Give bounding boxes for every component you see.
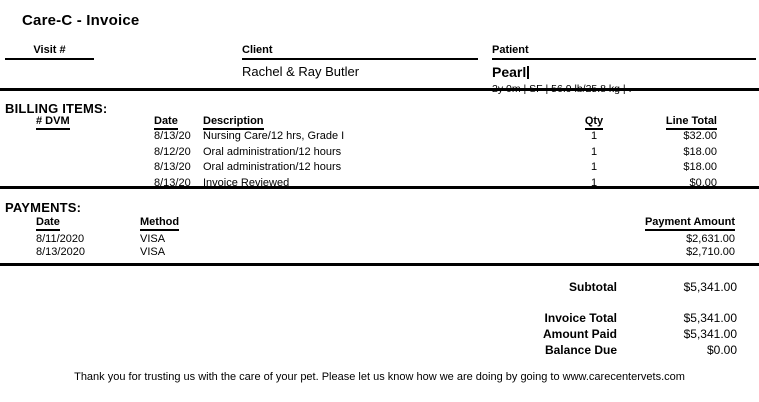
payment-amount: $2,631.00 (686, 233, 735, 245)
invoice-total-row: Invoice Total $5,341.00 (0, 311, 759, 326)
billing-item-row: 8/13/20 Nursing Care/12 hrs, Grade I 1 $… (0, 130, 759, 145)
billing-items-heading: BILLING ITEMS: (5, 101, 108, 116)
amount-paid-label: Amount Paid (543, 327, 617, 341)
column-header-line-total: Line Total (665, 115, 717, 130)
billing-item-qty: 1 (590, 161, 598, 173)
footer-message: Thank you for trusting us with the care … (74, 371, 685, 383)
balance-due-label: Balance Due (544, 343, 617, 357)
visit-number-label: Visit # (5, 44, 94, 60)
billing-header-row: # DVM Date Description Qty Line Total (0, 115, 759, 130)
billing-item-description: Oral administration/12 hours (203, 146, 342, 158)
payment-amount: $2,710.00 (686, 246, 735, 258)
patient-name: Pearl (492, 64, 527, 80)
column-header-description: Description (203, 115, 264, 130)
billing-item-date: 8/13/20 (154, 161, 191, 173)
payment-method: VISA (140, 233, 166, 245)
billing-item-description: Nursing Care/12 hrs, Grade I (203, 130, 345, 142)
client-field: Client Rachel & Ray Butler (242, 44, 478, 79)
payment-method: VISA (140, 246, 166, 258)
amount-paid-row: Amount Paid $5,341.00 (0, 327, 759, 342)
column-header-method: Method (140, 216, 180, 231)
payment-row: 8/11/2020 VISA $2,631.00 (0, 233, 759, 248)
column-header-num-dvm: # DVM (36, 115, 70, 130)
client-name: Rachel & Ray Butler (242, 64, 360, 79)
patient-label: Patient (492, 44, 756, 60)
client-label: Client (242, 44, 478, 60)
billing-item-line-total: $32.00 (683, 130, 717, 142)
billing-item-date: 8/13/20 (154, 130, 191, 142)
section-divider (0, 88, 759, 91)
payments-header-row: Date Method Payment Amount (0, 216, 759, 231)
section-divider (0, 186, 759, 189)
billing-item-line-total: $18.00 (683, 146, 717, 158)
subtotal-row: Subtotal $5,341.00 (0, 280, 759, 295)
billing-item-date: 8/12/20 (154, 146, 191, 158)
payment-row: 8/13/2020 VISA $2,710.00 (0, 246, 759, 261)
billing-item-row: 8/12/20 Oral administration/12 hours 1 $… (0, 146, 759, 161)
billing-item-description: Oral administration/12 hours (203, 161, 342, 173)
billing-item-qty: 1 (590, 177, 598, 189)
subtotal-value: $5,341.00 (683, 280, 737, 294)
payments-heading: PAYMENTS: (5, 200, 82, 215)
amount-paid-value: $5,341.00 (683, 327, 737, 341)
subtotal-label: Subtotal (569, 280, 617, 294)
payment-date: 8/11/2020 (36, 233, 85, 245)
text-cursor (527, 66, 530, 79)
column-header-date: Date (154, 115, 178, 130)
patient-name-field[interactable]: Pearl (492, 64, 756, 80)
invoice-total-value: $5,341.00 (683, 311, 737, 325)
billing-item-line-total: $18.00 (683, 161, 717, 173)
column-header-qty: Qty (584, 115, 604, 130)
invoice-total-label: Invoice Total (544, 311, 617, 325)
billing-item-qty: 1 (590, 130, 598, 142)
section-divider (0, 263, 759, 266)
visit-number-field: Visit # (5, 44, 94, 60)
billing-item-row: 8/13/20 Invoice Reviewed 1 $0.00 (0, 177, 759, 192)
billing-item-row: 8/13/20 Oral administration/12 hours 1 $… (0, 161, 759, 176)
balance-due-value: $0.00 (706, 343, 737, 357)
column-header-payment-date: Date (36, 216, 60, 231)
billing-item-qty: 1 (590, 146, 598, 158)
page-title: Care-C - Invoice (22, 12, 140, 29)
balance-due-row: Balance Due $0.00 (0, 343, 759, 358)
column-header-payment-amount: Payment Amount (644, 216, 735, 231)
payment-date: 8/13/2020 (36, 246, 85, 258)
